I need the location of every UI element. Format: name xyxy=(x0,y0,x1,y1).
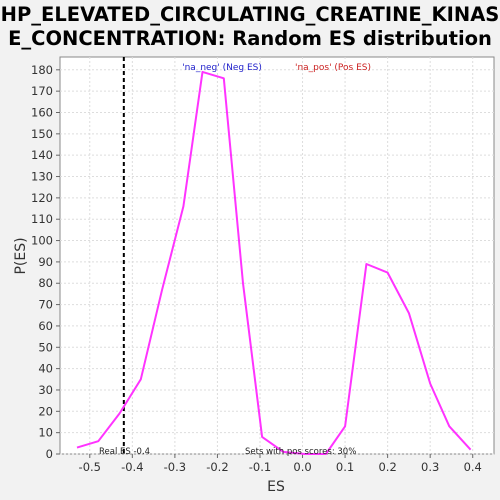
x-tick-label: 0.4 xyxy=(464,460,482,474)
x-axis-label: ES xyxy=(267,479,285,495)
x-tick-label: 0.3 xyxy=(421,460,439,474)
y-tick-label: 170 xyxy=(31,84,53,98)
y-tick-label: 130 xyxy=(31,170,53,184)
y-tick-label: 20 xyxy=(38,404,53,418)
x-tick-label: 0.1 xyxy=(336,460,354,474)
y-tick-label: 90 xyxy=(38,255,53,269)
y-tick-label: 0 xyxy=(46,447,53,461)
legend-entry-pos: 'na_pos' (Pos ES) xyxy=(295,63,371,73)
axes: -0.5 -0.4 -0.3 -0.2 -0.1 0.0 0.1 0.2 0.3 0.4 0 10 20… xyxy=(31,63,482,474)
series-layer xyxy=(76,70,472,455)
y-tick-label: 100 xyxy=(31,234,53,248)
x-tick-label: 0.0 xyxy=(293,460,311,474)
legend-entry-neg: 'na_neg' (Neg ES) xyxy=(182,63,262,73)
chart-title-line-1: HP_ELEVATED_CIRCULATING_CREATINE_KINAS xyxy=(1,3,500,26)
y-tick-label: 10 xyxy=(38,426,53,440)
distribution-line xyxy=(76,70,472,455)
pos-scores-annotation: Sets with pos scores: 30% xyxy=(245,447,356,457)
x-tick-label: -0.4 xyxy=(121,460,143,474)
y-tick-label: 150 xyxy=(31,127,53,141)
grid xyxy=(60,57,494,455)
x-tick-label: 0.2 xyxy=(378,460,396,474)
y-tick-label: 80 xyxy=(38,276,53,290)
y-tick-label: 140 xyxy=(31,148,53,162)
plot-area xyxy=(59,56,495,455)
y-tick-label: 40 xyxy=(38,362,53,376)
x-tick-label: -0.3 xyxy=(164,460,186,474)
y-tick-label: 110 xyxy=(31,212,53,226)
y-tick-label: 70 xyxy=(38,298,53,312)
real-es-annotation: Real ES -0.4 xyxy=(99,447,150,457)
y-tick-label: 30 xyxy=(38,383,53,397)
chart-title-line-2: E_CONCENTRATION: Random ES distribution xyxy=(8,27,492,50)
y-tick-label: 60 xyxy=(38,319,53,333)
y-tick-label: 160 xyxy=(31,105,53,119)
y-tick-label: 120 xyxy=(31,191,53,205)
x-tick-label: -0.2 xyxy=(206,460,228,474)
y-axis-label: P(ES) xyxy=(13,237,29,274)
y-tick-label: 180 xyxy=(31,63,53,77)
y-tick-label: 50 xyxy=(38,340,53,354)
x-tick-label: -0.5 xyxy=(79,460,101,474)
x-tick-label: -0.1 xyxy=(249,460,271,474)
